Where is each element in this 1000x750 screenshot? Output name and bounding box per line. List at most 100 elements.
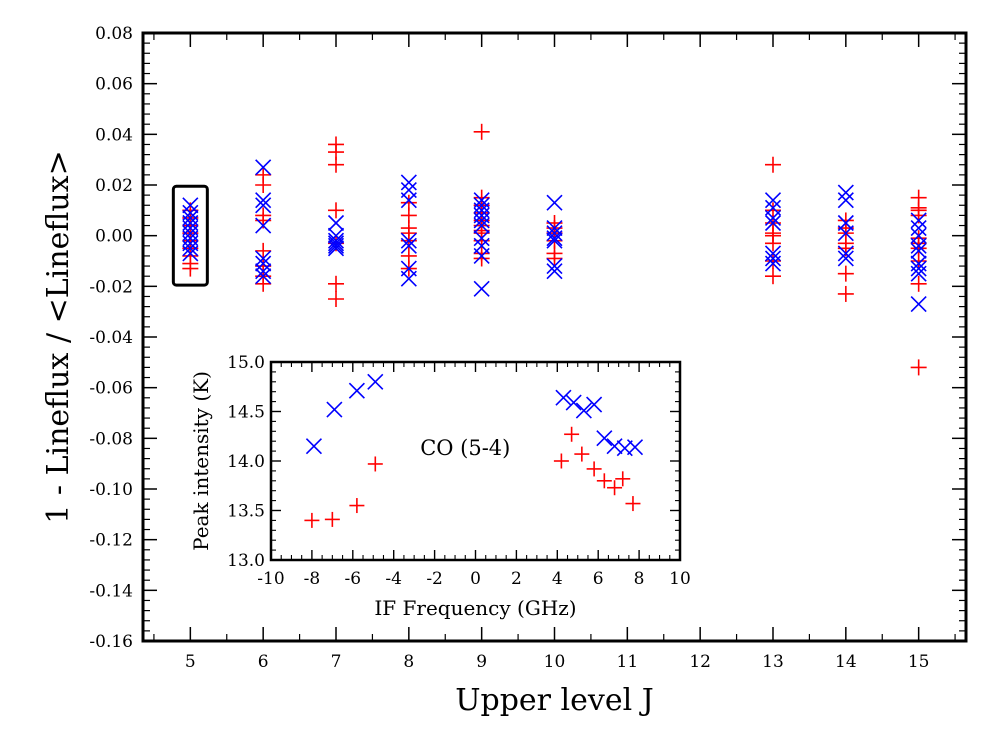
main-x-tick-label: 15 (908, 652, 930, 672)
main-point-cross (764, 214, 782, 232)
main-point-cross (400, 270, 417, 287)
main-y-tick-label: -0.12 (89, 531, 133, 551)
main-point-cross (327, 235, 345, 252)
inset-x-tick-label: -2 (426, 569, 443, 589)
main-point-plus (764, 268, 781, 285)
main-point-plus (910, 275, 927, 292)
inset-point-cross (305, 438, 323, 455)
main-point-cross (327, 214, 345, 232)
inset-point-cross (555, 389, 572, 406)
main-x-tick-label: 5 (185, 652, 196, 672)
main-point-cross (255, 268, 272, 285)
main-y-tick-label: 0.06 (95, 75, 133, 95)
main-point-cross (255, 263, 272, 280)
main-x-tick-label: 10 (544, 652, 566, 672)
main-x-tick-label: 6 (258, 652, 269, 672)
main-point-cross (255, 159, 272, 176)
main-point-cross (910, 212, 927, 229)
inset-point-cross (575, 402, 592, 419)
inset-point-cross (586, 396, 603, 413)
main-x-tick-label: 8 (403, 652, 414, 672)
main-point-cross (473, 230, 490, 247)
main-y-tick-label: -0.02 (89, 277, 133, 297)
main-x-tick-label: 12 (689, 652, 711, 672)
main-y-tick-label: -0.10 (89, 480, 133, 500)
inset-point-plus (349, 498, 365, 514)
main-point-cross (255, 217, 272, 234)
main-point-cross (546, 194, 563, 211)
main-point-cross (837, 184, 854, 201)
inset-x-tick-label: 6 (593, 569, 604, 589)
main-point-plus (764, 156, 781, 173)
main-point-plus (255, 177, 272, 193)
main-x-tick-label: 14 (835, 652, 857, 672)
main-point-cross (327, 240, 345, 257)
inset-point-plus (625, 496, 641, 512)
inset-point-plus (324, 511, 340, 527)
inset-y-tick-label: 14.5 (227, 403, 265, 423)
inset-point-plus (607, 480, 623, 496)
main-y-tick-label: 0.02 (95, 176, 133, 196)
main-point-cross (473, 217, 490, 234)
main-point-cross (182, 240, 199, 257)
main-point-cross (255, 192, 272, 209)
inset-x-tick-label: 2 (511, 569, 522, 589)
main-series-cross (182, 159, 927, 313)
main-point-cross (764, 209, 782, 226)
main-point-cross (546, 258, 563, 275)
inset-series-plus (304, 426, 641, 528)
inset-x-tick-label: -4 (385, 569, 402, 589)
main-point-plus (182, 260, 199, 277)
inset-x-tick-label: 10 (669, 569, 691, 589)
inset-background (271, 362, 680, 560)
main-point-plus (473, 123, 490, 140)
main-point-plus (546, 250, 563, 267)
main-x-axis-title: Upper level J (455, 683, 654, 718)
main-y-tick-label: -0.06 (89, 379, 133, 399)
inset-y-tick-label: 13.0 (227, 551, 265, 571)
main-point-plus (328, 291, 345, 307)
main-point-cross (546, 230, 563, 247)
main-point-cross (473, 247, 490, 264)
main-y-tick-label: 0.08 (95, 24, 133, 44)
main-point-cross (473, 212, 490, 229)
main-x-tick-label: 13 (762, 652, 784, 672)
main-y-tick-label: -0.04 (89, 328, 133, 348)
main-point-cross (910, 260, 927, 277)
main-point-cross (764, 192, 782, 209)
inset-plot: CO (5-4) 13.0 13.5 14.0 14.5 15.0 -10 -8 -6 -4 -2 0… (189, 353, 691, 620)
main-point-plus (473, 250, 490, 267)
inset-point-cross (606, 438, 623, 455)
main-point-cross (400, 232, 417, 249)
main-point-cross (473, 280, 490, 297)
inset-point-plus (564, 426, 580, 442)
inset-y-tick-label: 14.0 (227, 452, 265, 472)
main-y-tick-label: 0.00 (95, 227, 133, 247)
main-series-plus (182, 123, 927, 376)
inset-series-cross (305, 373, 644, 457)
inset-point-plus (304, 512, 320, 528)
inset-x-tick-label: -6 (345, 569, 362, 589)
main-point-cross (910, 265, 927, 282)
main-x-tick-label: 7 (331, 652, 342, 672)
main-point-cross (837, 250, 854, 267)
main-y-tick-label: -0.08 (89, 429, 133, 449)
highlight-box (171, 184, 209, 287)
inset-point-plus (367, 456, 383, 472)
main-point-cross (910, 237, 927, 254)
inset-y-axis-title: Peak intensity (K) (189, 371, 213, 551)
main-point-cross (837, 245, 854, 262)
main-point-cross (546, 232, 563, 249)
main-point-cross (546, 263, 563, 280)
main-point-cross (182, 245, 199, 262)
main-point-cross (327, 232, 345, 249)
main-point-cross (400, 174, 417, 191)
main-point-plus (328, 156, 345, 173)
main-point-plus (837, 265, 854, 282)
main-point-cross (327, 237, 345, 254)
main-point-plus (328, 275, 345, 292)
inset-point-cross (626, 439, 644, 456)
main-point-plus (910, 253, 927, 269)
main-point-cross (400, 192, 417, 209)
